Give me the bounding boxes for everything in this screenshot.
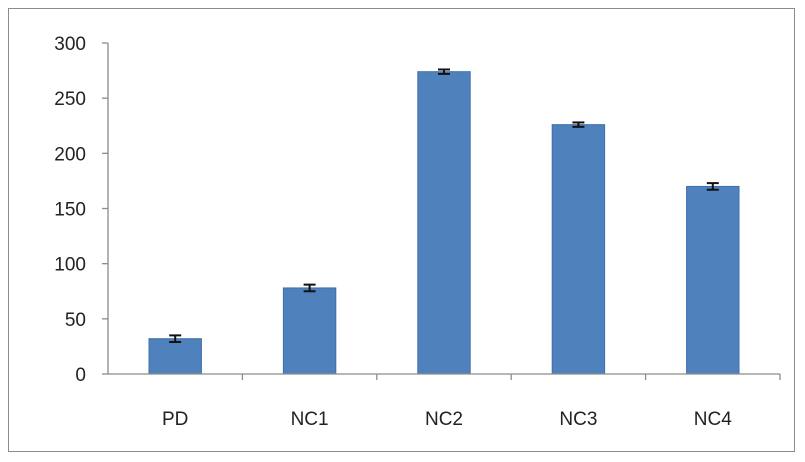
- error-bars: [169, 68, 719, 344]
- chart-frame: [8, 8, 795, 452]
- bar-nc2: [417, 71, 471, 375]
- axes: [107, 43, 781, 380]
- bar-nc4: [686, 185, 740, 375]
- error-bar-pd: [169, 334, 182, 344]
- x-axis-labels: PD NC1 NC2 NC3 NC4: [162, 409, 732, 430]
- y-tick-label: 250: [54, 89, 86, 110]
- bars: [148, 71, 740, 375]
- y-axis-ticks: 0 50 100 150 200 250 300: [54, 34, 108, 386]
- x-tick-label-nc2: NC2: [425, 409, 463, 430]
- error-bar-nc2: [438, 68, 450, 75]
- y-tick-label: 100: [54, 255, 86, 276]
- x-tick-label-pd: PD: [162, 409, 188, 430]
- error-bar-nc3: [572, 121, 585, 128]
- x-tick-label-nc3: NC3: [559, 409, 597, 430]
- bar-nc3: [551, 124, 606, 375]
- y-tick-label: 0: [75, 365, 86, 386]
- error-bar-nc4: [706, 182, 719, 191]
- y-tick-label: 300: [54, 34, 86, 55]
- x-tick-label-nc1: NC1: [291, 409, 329, 430]
- bar-nc1: [282, 287, 337, 375]
- y-tick-label: 150: [54, 200, 86, 221]
- error-bar-nc1: [303, 283, 316, 293]
- x-tick-label-nc4: NC4: [694, 409, 732, 430]
- y-tick-label: 200: [54, 144, 86, 165]
- y-tick-label: 50: [65, 310, 86, 331]
- bar-pd: [148, 338, 202, 375]
